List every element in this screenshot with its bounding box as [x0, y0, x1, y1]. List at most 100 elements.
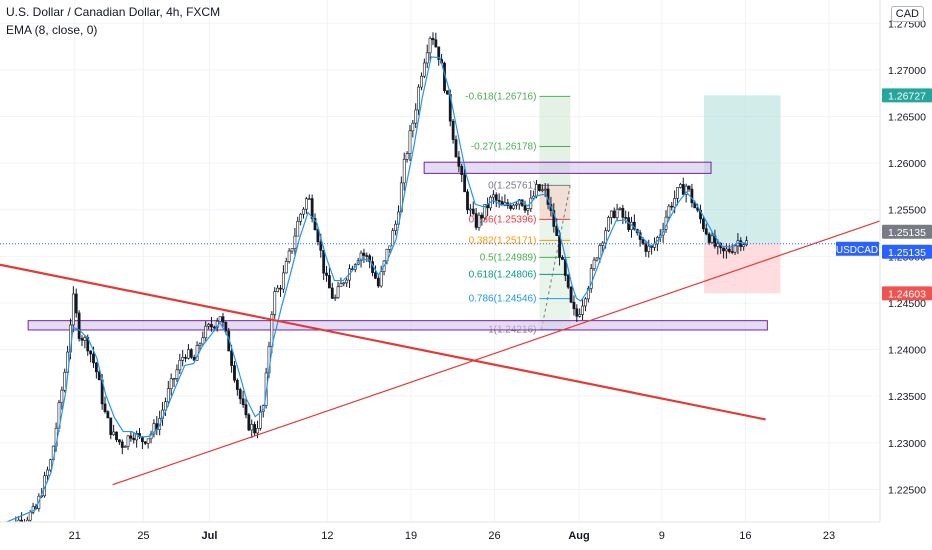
candle-body: [667, 205, 671, 218]
price-badge-bg: [882, 88, 932, 103]
y-tick-label: 1.23500: [888, 391, 926, 403]
price-badge-bg: [882, 224, 932, 239]
candle-body: [224, 321, 228, 332]
symbol-label-bg: [836, 241, 879, 256]
x-tick-label: 16: [739, 530, 751, 542]
candle-body: [287, 250, 291, 262]
y-tick-label: 1.26500: [888, 112, 926, 124]
y-tick-label: 1.24500: [888, 298, 926, 310]
candle-body: [284, 261, 288, 274]
support-resistance-zone: [423, 161, 712, 174]
candle-body: [414, 109, 418, 124]
candle-body: [555, 226, 559, 236]
candle-body: [702, 218, 705, 230]
candle-body: [374, 272, 377, 279]
x-tick-label: Aug: [568, 530, 589, 542]
candle-body: [687, 185, 691, 190]
support-resistance-zone: [27, 320, 768, 331]
candle-body: [198, 343, 202, 346]
candle-body: [71, 293, 75, 326]
candle-body: [169, 378, 173, 389]
candle-body: [189, 349, 193, 358]
candle-body: [417, 86, 420, 111]
x-tick-label: 21: [69, 530, 81, 542]
candle-body: [328, 275, 331, 289]
candle-body: [63, 372, 67, 391]
candle-body: [673, 198, 677, 208]
candle-body: [241, 398, 245, 405]
candle-body: [457, 156, 461, 167]
candle-body: [538, 184, 541, 191]
candle-body: [233, 365, 236, 381]
fib-level-label: 0(1.25761): [488, 180, 536, 191]
candle-body: [304, 198, 308, 210]
candle-body: [569, 286, 573, 303]
candle-body: [578, 314, 582, 317]
candle-body: [181, 357, 185, 361]
candle-body: [422, 62, 426, 77]
x-tick-label: 19: [405, 530, 417, 542]
candle-body: [187, 349, 190, 359]
candle-body: [376, 277, 380, 287]
fib-level-label: -0.618(1.26716): [465, 91, 536, 102]
price-badge: 1.26727: [888, 90, 926, 102]
indicator-label: EMA (8, close, 0): [6, 23, 98, 37]
chart-title: U.S. Dollar / Canadian Dollar, 4h, FXCM: [6, 5, 221, 19]
y-tick-label: 1.22500: [888, 484, 926, 496]
candle-body: [532, 195, 536, 199]
x-tick-label: 25: [137, 530, 149, 542]
candle-body: [497, 199, 501, 202]
price-badge: 1.25135: [888, 247, 926, 259]
candle-body: [595, 257, 599, 261]
candle-body: [704, 228, 708, 235]
candle-body: [725, 248, 728, 252]
candle-body: [644, 243, 648, 252]
candle-body: [408, 130, 412, 154]
currency-badge[interactable]: CAD: [890, 6, 924, 22]
candle-body: [512, 204, 515, 209]
candle-body: [523, 205, 527, 211]
candle-body: [733, 245, 737, 253]
candle-body: [365, 255, 369, 257]
candle-body: [230, 350, 233, 366]
candle-body: [684, 185, 688, 195]
candle-body: [727, 248, 731, 252]
y-tick-label: 1.26000: [888, 158, 926, 170]
candle-body: [586, 288, 590, 300]
candle-body: [641, 239, 645, 245]
candle-body: [74, 293, 78, 314]
candle-body: [509, 205, 513, 209]
candle-body: [302, 208, 305, 215]
candle-body: [201, 337, 205, 345]
candle-body: [172, 378, 176, 380]
candle-body: [604, 230, 607, 244]
candle-body: [120, 441, 124, 448]
candle-body: [345, 279, 349, 284]
candle-body: [152, 423, 156, 435]
candle-body: [621, 208, 625, 218]
time-axis-bg: [0, 522, 932, 550]
candle-body: [322, 250, 326, 274]
candle-body: [388, 245, 392, 250]
price-badge: 1.24603: [888, 288, 926, 300]
candle-body: [132, 438, 136, 441]
fib-level-label: 0.5(1.24989): [480, 252, 537, 263]
candle-body: [60, 389, 64, 403]
candle-body: [451, 120, 455, 140]
x-tick-label: 26: [488, 530, 500, 542]
candle-body: [402, 159, 406, 184]
candle-body: [115, 431, 118, 441]
candle-body: [135, 433, 139, 441]
candle-body: [618, 208, 622, 210]
candle-body: [244, 404, 248, 416]
x-tick-label: 23: [823, 530, 835, 542]
candle-body: [690, 188, 694, 204]
candle-body: [31, 506, 35, 513]
candle-body: [379, 271, 383, 287]
candle-body: [319, 241, 323, 251]
candle-body: [678, 184, 682, 188]
candle-body: [543, 188, 547, 191]
candle-body: [742, 244, 746, 247]
candle-body: [106, 411, 110, 419]
